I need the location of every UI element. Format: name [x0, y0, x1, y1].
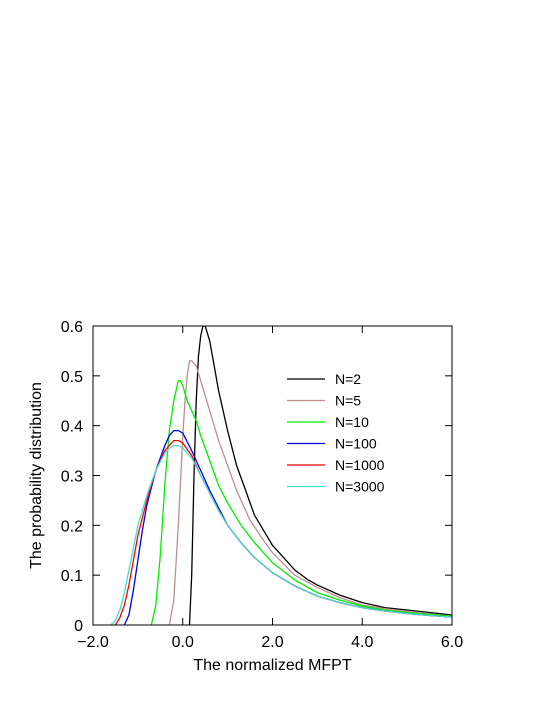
x-axis-label: The normalized MFPT	[193, 657, 351, 674]
legend: N=2 N=5 N=10 N=100 N=1000 N=3000	[287, 371, 385, 495]
legend-label: N=10	[335, 414, 369, 430]
y-tick-label: 0.5	[61, 369, 83, 386]
y-tick-label: 0.1	[61, 568, 83, 585]
series-line-1	[188, 326, 452, 625]
ticks-layer: −2.0 0.0 2.0 4.0 6.0 0 0.1 0.2 0.3 0.4 0.5 0.6	[61, 319, 463, 651]
legend-label: N=100	[335, 436, 377, 452]
x-tick-label: 2.0	[261, 634, 283, 651]
y-tick-label: 0.2	[61, 518, 83, 535]
y-axis-label: The probability distribution	[28, 382, 45, 569]
legend-label: N=2	[335, 371, 361, 387]
legend-label: N=3000	[335, 479, 385, 495]
y-tick-label: 0.6	[61, 319, 83, 336]
x-tick-label: 4.0	[351, 634, 373, 651]
legend-label: N=5	[335, 393, 361, 409]
y-tick-label: 0	[74, 618, 83, 635]
series-layer	[110, 326, 452, 625]
series-line-6	[110, 444, 452, 625]
legend-label: N=1000	[335, 457, 385, 473]
y-tick-label: 0.4	[61, 419, 83, 436]
y-tick-label: 0.3	[61, 469, 83, 486]
x-tick-label: −2.0	[77, 634, 109, 651]
x-tick-label: 6.0	[441, 634, 463, 651]
series-line-3	[150, 380, 452, 625]
plot-frame	[92, 325, 453, 626]
x-tick-label: 0.0	[172, 634, 194, 651]
